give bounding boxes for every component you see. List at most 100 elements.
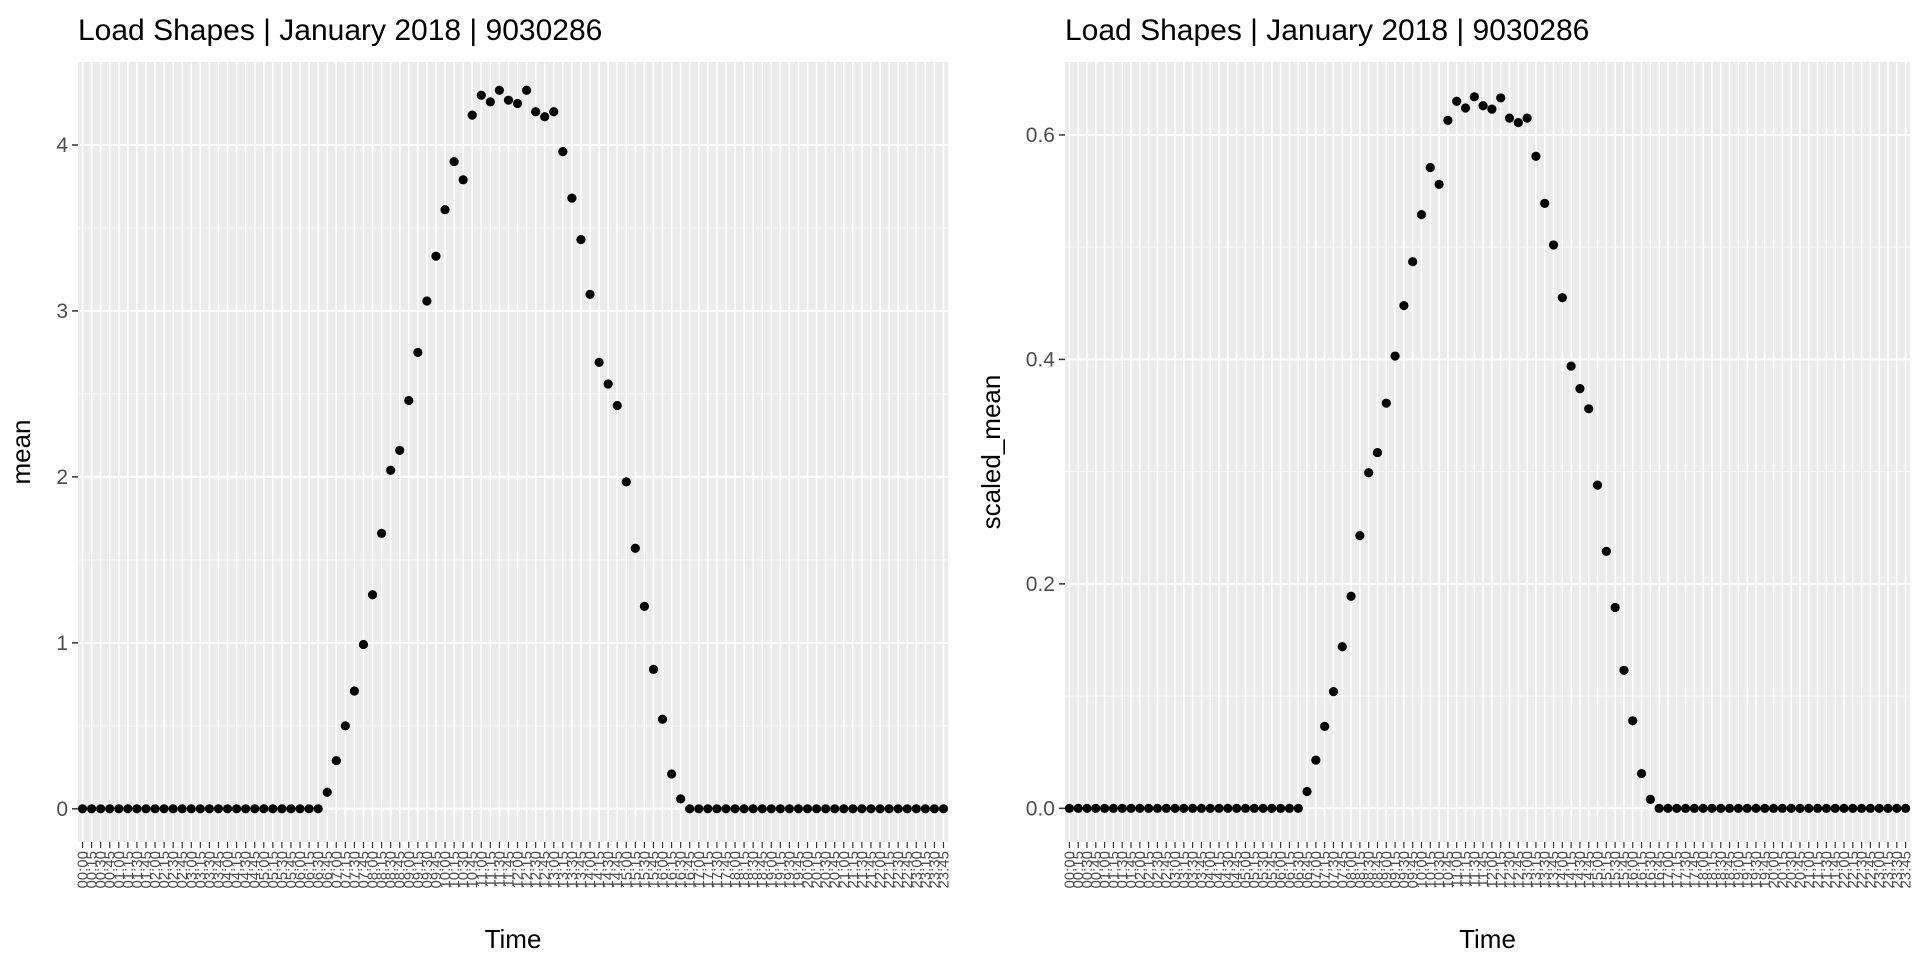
x-tick-label: 07:15 (1317, 851, 1334, 889)
data-point (1434, 179, 1444, 189)
data-point (204, 804, 215, 814)
x-tick-label: 23:00 (1871, 851, 1888, 889)
data-point (1381, 398, 1391, 408)
data-point (1293, 803, 1303, 813)
x-tick-label: 14:15 (1563, 851, 1580, 889)
x-tick-label: 12:30 (528, 851, 545, 889)
data-point (349, 686, 360, 696)
x-tick-label: 11:15 (482, 851, 499, 887)
x-tick-label: 00:30 (93, 851, 110, 889)
x-tick-label: 20:45 (827, 851, 844, 889)
x-tick-label: 18:45 (754, 851, 771, 889)
x-tick-label: 12:15 (1493, 851, 1510, 889)
data-point (1408, 257, 1418, 267)
x-tick-label: 16:30 (1642, 851, 1659, 889)
x-tick-label: 11:30 (491, 851, 508, 887)
data-point (1487, 104, 1497, 114)
data-point (875, 804, 885, 814)
y-tick-label: 0 (56, 798, 68, 821)
x-tick-label: 05:45 (1264, 851, 1281, 889)
x-tick-label: 16:45 (682, 851, 699, 889)
x-tick-label: 07:15 (337, 851, 354, 889)
x-tick-label: 15:00 (1590, 851, 1607, 889)
x-tick-label: 03:45 (1193, 851, 1210, 889)
x-tick-label: 09:00 (401, 851, 418, 889)
data-point (748, 804, 758, 814)
x-tick-label: 00:15 (1070, 851, 1087, 889)
chart-title: Load Shapes | January 2018 | 9030286 (78, 14, 602, 47)
x-tick-label: 18:00 (727, 851, 744, 889)
data-point (1196, 803, 1207, 813)
data-point (784, 804, 795, 814)
data-point (848, 804, 858, 814)
x-tick-label: 04:00 (220, 851, 237, 889)
data-point (1672, 803, 1682, 813)
data-point (1645, 794, 1655, 804)
y-tick-label: 0.4 (1026, 348, 1056, 371)
data-point (213, 804, 224, 814)
data-point (485, 97, 495, 107)
data-point (1302, 786, 1312, 797)
data-point (322, 787, 332, 797)
data-point (766, 804, 776, 814)
x-tick-label: 15:00 (618, 851, 635, 889)
data-point (286, 804, 296, 814)
data-point (1663, 803, 1673, 813)
x-tick-label: 17:45 (1686, 851, 1703, 889)
x-tick-label: 08:00 (1343, 851, 1360, 889)
data-point (1091, 803, 1101, 813)
data-point (141, 804, 151, 814)
x-tick-label: 10:15 (446, 851, 463, 889)
x-tick-label: 04:30 (238, 851, 255, 889)
data-point (1839, 803, 1849, 813)
data-point (250, 804, 260, 814)
data-point (1628, 716, 1638, 726)
x-tick-label: 20:00 (800, 851, 817, 889)
data-point (1619, 665, 1629, 675)
data-point (1821, 803, 1831, 813)
x-tick-label: 06:30 (1290, 851, 1307, 889)
x-tick-label: 16:15 (664, 851, 681, 889)
data-point (1460, 103, 1471, 113)
data-point (1117, 803, 1127, 813)
chart-title: Load Shapes | January 2018 | 9030286 (1065, 14, 1589, 47)
data-point (1610, 602, 1620, 613)
data-point (114, 804, 124, 814)
data-point (821, 804, 831, 814)
data-point (1636, 768, 1647, 779)
x-tick-label: 19:45 (790, 851, 807, 889)
x-tick-label: 20:45 (1792, 851, 1809, 889)
x-tick-label: 19:00 (763, 851, 780, 889)
x-tick-label: 03:30 (201, 851, 218, 889)
x-tick-label: 06:45 (1299, 851, 1316, 889)
x-tick-label: 06:45 (319, 851, 336, 889)
x-tick-label: 21:45 (863, 851, 880, 889)
data-point (893, 804, 903, 814)
x-tick-label: 00:00 (75, 851, 92, 889)
x-tick-label: 16:00 (1625, 851, 1642, 889)
x-tick-label: 08:45 (392, 851, 409, 889)
x-tick-label: 22:30 (1854, 851, 1871, 889)
data-point (929, 804, 940, 814)
data-point (1320, 721, 1330, 732)
data-point (1540, 198, 1550, 209)
x-tick-label: 03:45 (210, 851, 227, 889)
data-point (1284, 803, 1295, 813)
x-tick-label: 21:00 (836, 851, 853, 889)
data-point (1232, 803, 1242, 813)
x-tick-label: 15:15 (627, 851, 644, 889)
data-point (802, 804, 813, 814)
x-tick-label: 14:00 (582, 851, 599, 889)
x-tick-label: 21:00 (1801, 851, 1818, 889)
x-tick-label: 22:15 (1845, 851, 1862, 889)
x-tick-label: 07:30 (346, 851, 363, 889)
data-point (395, 445, 405, 455)
data-point (241, 804, 251, 814)
data-point (1892, 803, 1902, 813)
x-tick-label: 10:45 (1440, 851, 1457, 889)
data-point (1144, 803, 1154, 813)
x-tick-label: 03:00 (1167, 851, 1184, 889)
x-tick-label: 12:45 (537, 851, 554, 889)
x-tick-label: 17:15 (700, 851, 717, 889)
x-tick-label: 18:00 (1695, 851, 1712, 889)
